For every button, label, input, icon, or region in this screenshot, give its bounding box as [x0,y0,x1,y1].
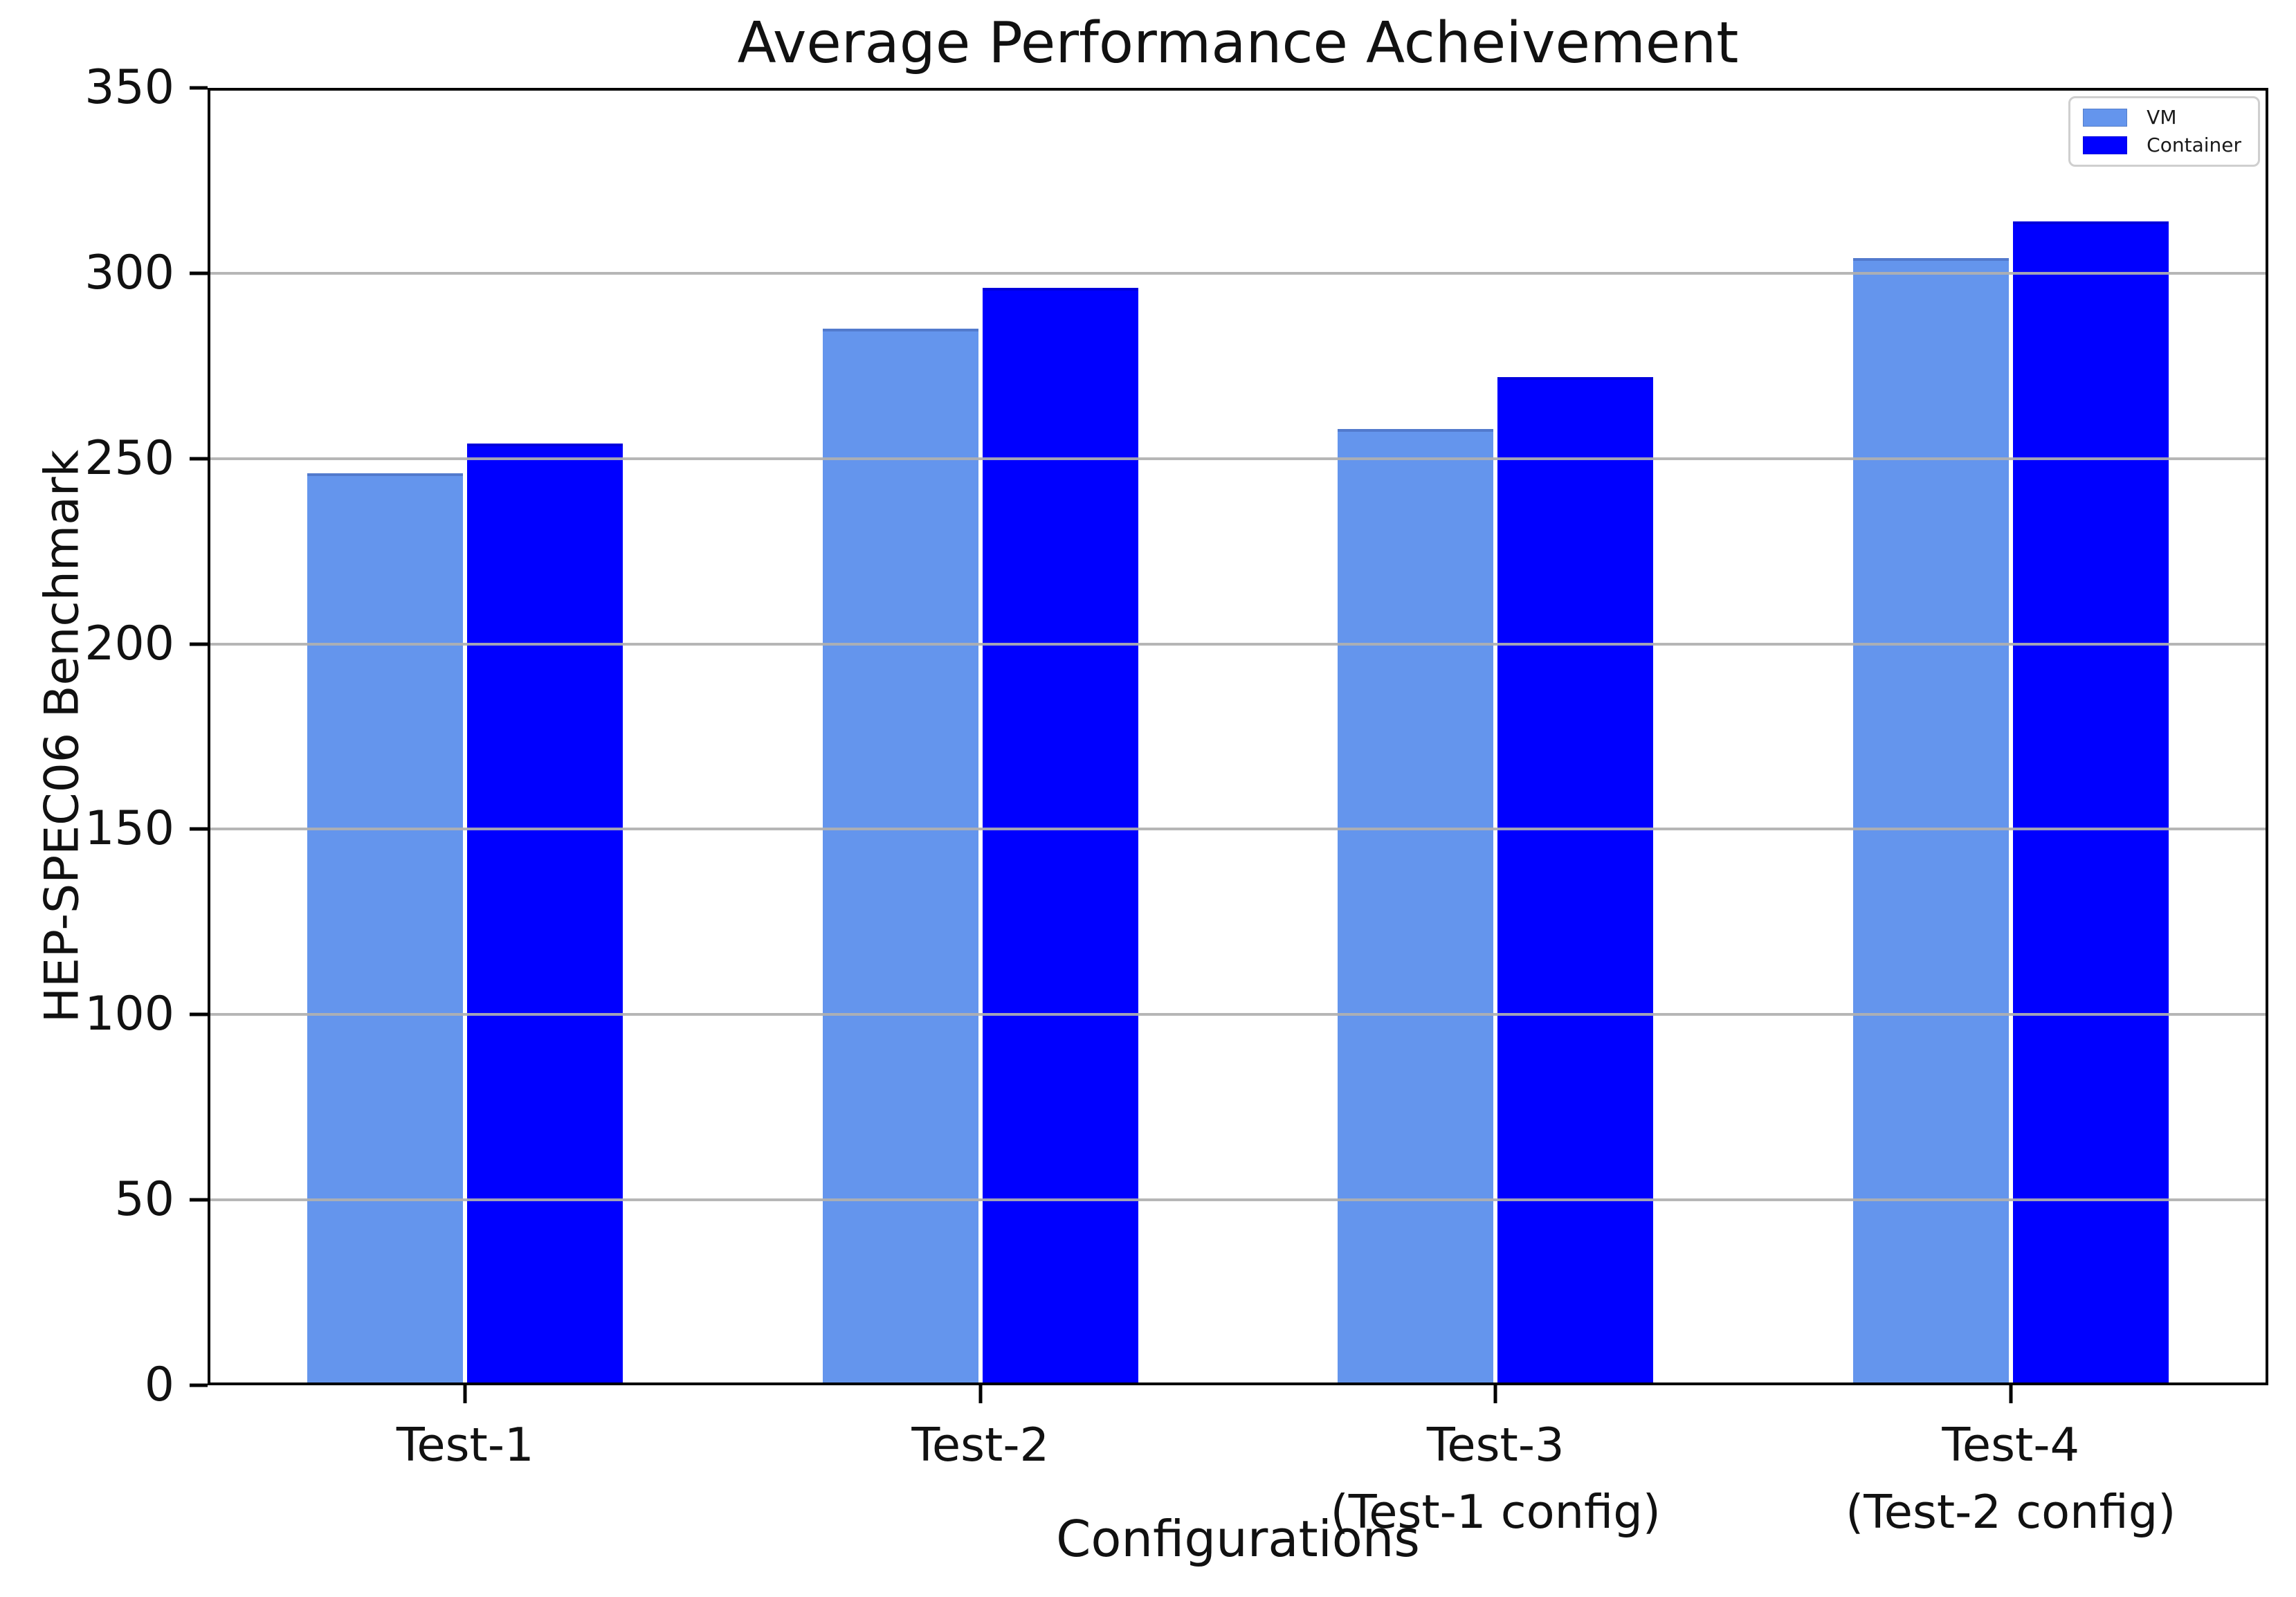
gridline [208,1198,2268,1202]
x-tick-label: Test-2 [911,1412,1049,1479]
x-tick-label-line: Test-1 [396,1418,534,1472]
y-tick-mark [190,642,208,646]
bar-vm-test-2 [822,329,978,1385]
bar-container-test-3 [1497,376,1654,1385]
y-tick-label: 0 [144,1358,174,1412]
bar-container-test-4 [2012,221,2169,1385]
legend-swatch-container [2083,136,2128,154]
y-tick-label: 50 [114,1172,174,1228]
y-tick-mark [190,827,208,831]
gridline [208,271,2268,275]
x-tick-mark [463,1385,467,1403]
chart-title: Average Performance Acheivement [737,10,1739,76]
y-axis-label: HEP-SPEC06 Benchmark [35,449,90,1023]
bar-container-test-2 [982,288,1138,1385]
x-tick-mark [978,1385,983,1403]
y-tick-label: 150 [84,801,174,857]
legend-label: Container [2147,134,2241,156]
x-tick-label-line: (Test-2 config) [1846,1485,2176,1539]
bar-vm-test-4 [1852,258,2009,1385]
y-tick-label: 200 [84,616,174,671]
x-tick-label: Test-1 [397,1412,534,1479]
y-tick-mark [190,1012,208,1016]
x-tick-label: Test-4 (Test-2 config) [1846,1412,2176,1546]
y-tick-mark [190,1198,208,1202]
y-tick-label: 250 [84,430,174,486]
y-tick-mark [190,86,208,90]
y-tick-label: 350 [84,60,174,115]
legend-swatch-vm [2083,109,2128,127]
x-tick-label-line: Test-2 [911,1418,1050,1472]
x-axis-label: Configurations [1056,1510,1420,1568]
x-tick-label-line: Test-3 [1426,1418,1565,1472]
y-tick-mark [190,271,208,275]
legend-item-vm: VM [2083,108,2241,127]
grid-layer [208,88,2268,1385]
plot-area: VM Container [208,88,2268,1385]
bars-layer [208,88,2268,1385]
y-tick-mark [190,1383,208,1387]
y-tick-label: 100 [84,987,174,1042]
bar-vm-test-3 [1338,428,1494,1385]
x-tick-mark [2009,1385,2013,1403]
x-tick-label-line: Test-4 [1942,1418,2080,1472]
legend: VM Container [2068,96,2260,167]
gridline [208,828,2268,831]
x-tick-label: Test-3 (Test-1 config) [1331,1412,1661,1546]
bar-vm-test-1 [307,473,464,1385]
gridline [208,457,2268,460]
y-tick-mark [190,457,208,461]
y-tick-label: 300 [84,245,174,300]
legend-item-container: Container [2083,136,2241,155]
bar-container-test-1 [467,444,623,1385]
legend-label: VM [2147,106,2177,129]
x-tick-mark [1493,1385,1497,1403]
x-tick-label-line: (Test-1 config) [1330,1485,1661,1539]
gridline [208,642,2268,646]
gridline [208,1013,2268,1016]
